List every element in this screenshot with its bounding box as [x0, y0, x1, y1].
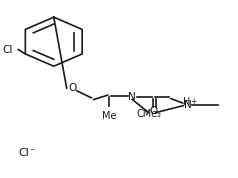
Text: +: +: [190, 97, 196, 106]
Text: O: O: [68, 83, 77, 93]
Text: N: N: [129, 92, 136, 102]
Text: H: H: [183, 97, 190, 107]
Text: N: N: [183, 100, 191, 110]
Text: O: O: [149, 106, 158, 116]
Text: Cl: Cl: [19, 148, 30, 158]
Text: CMe₂: CMe₂: [136, 109, 161, 119]
Text: Me: Me: [102, 111, 116, 121]
Text: ⁻: ⁻: [29, 147, 35, 157]
Text: Cl: Cl: [3, 44, 13, 55]
